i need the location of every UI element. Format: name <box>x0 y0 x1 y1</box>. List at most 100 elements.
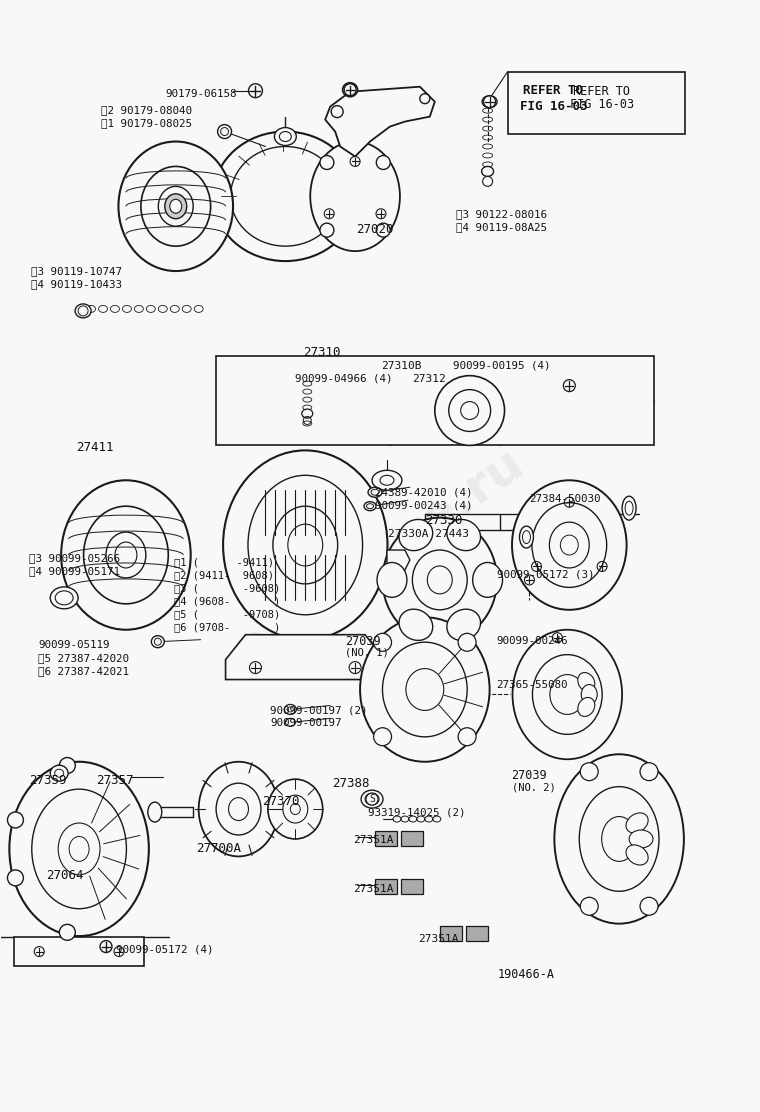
Ellipse shape <box>310 141 400 251</box>
Ellipse shape <box>364 502 376 510</box>
Text: ※5 27387-42020: ※5 27387-42020 <box>38 653 129 663</box>
Ellipse shape <box>579 786 659 892</box>
Text: REFER TO: REFER TO <box>524 83 584 97</box>
Text: 27365-55080: 27365-55080 <box>496 679 568 689</box>
Text: ※1 (      -9411): ※1 ( -9411) <box>174 557 274 567</box>
Text: 27384-50030: 27384-50030 <box>530 494 601 504</box>
Bar <box>375 878 397 894</box>
Bar <box>401 878 423 894</box>
Text: 90099-00197 (2): 90099-00197 (2) <box>271 705 368 715</box>
Polygon shape <box>387 550 410 570</box>
Text: 27039: 27039 <box>511 770 547 782</box>
Ellipse shape <box>458 634 476 652</box>
Text: 27370: 27370 <box>262 795 300 808</box>
Text: 27351A: 27351A <box>418 934 458 944</box>
Text: 90099-00243 (4): 90099-00243 (4) <box>375 500 473 510</box>
Ellipse shape <box>8 870 24 886</box>
Ellipse shape <box>198 762 278 856</box>
Bar <box>375 831 397 846</box>
Text: ※4 (9608-       ): ※4 (9608- ) <box>174 596 280 606</box>
Polygon shape <box>226 635 385 679</box>
Ellipse shape <box>376 224 390 237</box>
Ellipse shape <box>284 705 296 714</box>
Text: 27064: 27064 <box>46 868 84 882</box>
Text: 27310B: 27310B <box>381 360 422 370</box>
Ellipse shape <box>59 924 75 941</box>
Text: (NO. 1): (NO. 1) <box>345 647 389 657</box>
Text: 27351A: 27351A <box>353 884 394 894</box>
Ellipse shape <box>50 587 78 608</box>
Ellipse shape <box>106 532 146 578</box>
Ellipse shape <box>376 156 390 169</box>
Text: 27388: 27388 <box>332 777 369 791</box>
Text: S: S <box>369 794 375 804</box>
Text: 27330: 27330 <box>425 514 462 527</box>
Ellipse shape <box>399 519 432 550</box>
Text: 27312: 27312 <box>412 374 445 384</box>
Ellipse shape <box>268 780 323 838</box>
Ellipse shape <box>331 106 343 118</box>
Text: 90179-06158: 90179-06158 <box>166 89 237 99</box>
Text: ※4 90099-05171: ※4 90099-05171 <box>30 566 120 576</box>
Ellipse shape <box>213 131 358 261</box>
Text: FIG 16-03: FIG 16-03 <box>521 100 588 112</box>
Ellipse shape <box>75 304 91 318</box>
Ellipse shape <box>361 791 383 808</box>
Text: 27700A: 27700A <box>195 842 241 855</box>
Text: ※6 (9708-       ): ※6 (9708- ) <box>174 622 280 632</box>
Ellipse shape <box>458 727 476 746</box>
Text: 90099-05119: 90099-05119 <box>38 639 109 649</box>
Ellipse shape <box>165 193 187 219</box>
Ellipse shape <box>473 563 502 597</box>
Text: 90099-00197: 90099-00197 <box>271 718 342 728</box>
Text: ※3 (       -9608): ※3 ( -9608) <box>174 583 280 593</box>
Text: 27357: 27357 <box>96 774 134 787</box>
Text: 90099-00246: 90099-00246 <box>496 636 568 646</box>
Ellipse shape <box>273 506 337 584</box>
Ellipse shape <box>581 763 598 781</box>
Text: 90099-05172 (3): 90099-05172 (3) <box>496 570 594 580</box>
Ellipse shape <box>141 167 211 246</box>
Ellipse shape <box>274 128 296 146</box>
Ellipse shape <box>365 793 379 805</box>
Ellipse shape <box>448 389 491 431</box>
Text: 27359: 27359 <box>30 774 67 787</box>
Text: 27020: 27020 <box>356 224 394 236</box>
Ellipse shape <box>223 450 388 639</box>
Ellipse shape <box>382 643 467 737</box>
Ellipse shape <box>554 754 684 924</box>
Ellipse shape <box>622 496 636 520</box>
Ellipse shape <box>320 224 334 237</box>
Ellipse shape <box>399 609 432 641</box>
Ellipse shape <box>320 156 334 169</box>
Text: ※6 27387-42021: ※6 27387-42021 <box>38 666 129 676</box>
Ellipse shape <box>372 470 402 490</box>
Bar <box>508 72 685 133</box>
Ellipse shape <box>640 897 658 915</box>
Text: 90099-00195 (4): 90099-00195 (4) <box>453 360 550 370</box>
Ellipse shape <box>169 199 182 214</box>
Ellipse shape <box>61 480 191 629</box>
Text: avtoaline.ru: avtoaline.ru <box>226 438 534 674</box>
Ellipse shape <box>360 617 489 762</box>
Text: ※2 (9411-  9608): ※2 (9411- 9608) <box>174 570 274 580</box>
Ellipse shape <box>368 487 382 497</box>
Text: ※5 (       -9708): ※5 ( -9708) <box>174 608 280 618</box>
Text: ※4 90119-10433: ※4 90119-10433 <box>31 279 122 289</box>
Text: ※1 90179-08025: ※1 90179-08025 <box>101 118 192 128</box>
Text: 93319-14025 (2): 93319-14025 (2) <box>368 807 466 817</box>
Ellipse shape <box>581 685 597 705</box>
Text: (NO. 2): (NO. 2) <box>511 782 556 792</box>
Ellipse shape <box>374 727 391 746</box>
Ellipse shape <box>482 96 497 108</box>
Text: 27039: 27039 <box>345 635 381 647</box>
Ellipse shape <box>382 518 497 643</box>
Ellipse shape <box>435 376 505 446</box>
Ellipse shape <box>343 82 358 97</box>
Ellipse shape <box>482 167 493 177</box>
Ellipse shape <box>629 830 653 848</box>
Ellipse shape <box>377 563 407 597</box>
Ellipse shape <box>512 629 622 759</box>
Ellipse shape <box>626 845 648 865</box>
Bar <box>440 925 462 941</box>
